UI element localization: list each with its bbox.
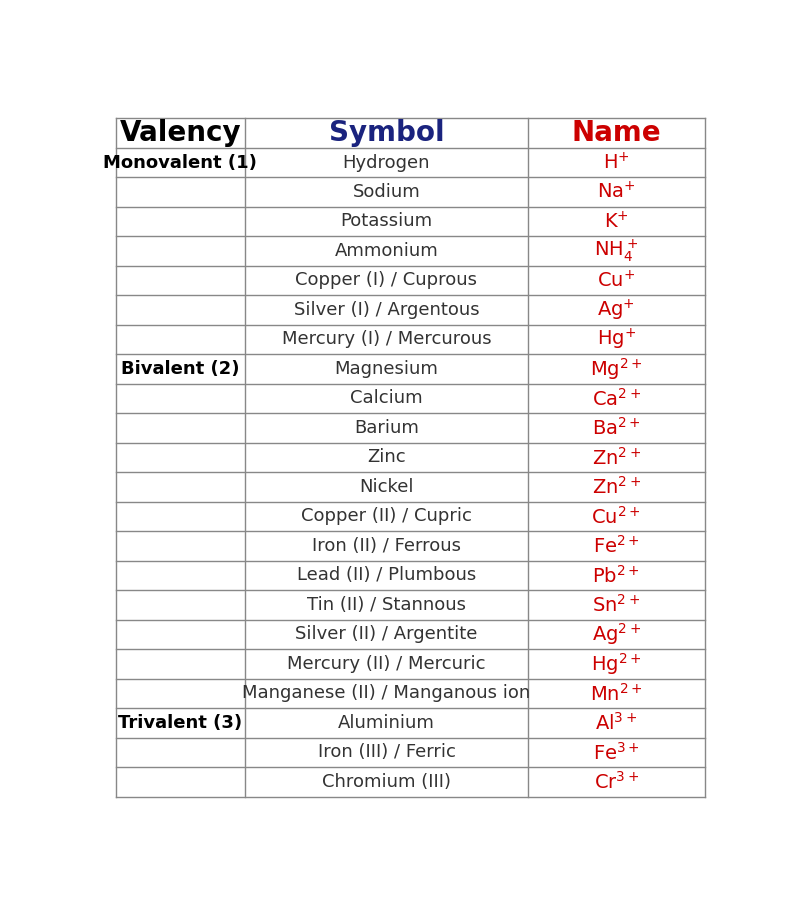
- Text: Iron (II) / Ferrous: Iron (II) / Ferrous: [312, 537, 461, 555]
- Text: Aluminium: Aluminium: [338, 714, 435, 732]
- Text: $\mathregular{Fe}^{\mathregular{3+}}$: $\mathregular{Fe}^{\mathregular{3+}}$: [593, 742, 639, 763]
- Text: Hydrogen: Hydrogen: [342, 154, 430, 172]
- Text: Mercury (II) / Mercuric: Mercury (II) / Mercuric: [287, 654, 486, 673]
- Text: $\mathregular{Na}^{\mathregular{+}}$: $\mathregular{Na}^{\mathregular{+}}$: [597, 182, 635, 202]
- Text: $\mathregular{Pb}^{\mathregular{2+}}$: $\mathregular{Pb}^{\mathregular{2+}}$: [592, 565, 640, 586]
- Text: Silver (I) / Argentous: Silver (I) / Argentous: [294, 301, 479, 319]
- Text: Iron (III) / Ferric: Iron (III) / Ferric: [318, 743, 455, 761]
- Text: Chromium (III): Chromium (III): [322, 773, 451, 791]
- Text: Calcium: Calcium: [350, 389, 422, 407]
- Text: $\mathregular{Zn}^{\mathregular{2+}}$: $\mathregular{Zn}^{\mathregular{2+}}$: [591, 476, 641, 498]
- Text: Sodium: Sodium: [353, 183, 420, 201]
- Text: $\mathregular{Ba}^{\mathregular{2+}}$: $\mathregular{Ba}^{\mathregular{2+}}$: [592, 417, 641, 439]
- Text: Barium: Barium: [354, 419, 419, 437]
- Text: $\mathregular{Sn}^{\mathregular{2+}}$: $\mathregular{Sn}^{\mathregular{2+}}$: [592, 594, 640, 616]
- Text: $\mathregular{Ag}^{\mathregular{+}}$: $\mathregular{Ag}^{\mathregular{+}}$: [597, 298, 635, 323]
- Text: Monovalent (1): Monovalent (1): [103, 154, 258, 172]
- Text: $\mathregular{Zn}^{\mathregular{2+}}$: $\mathregular{Zn}^{\mathregular{2+}}$: [591, 447, 641, 468]
- Text: Name: Name: [571, 119, 661, 147]
- Text: $\mathregular{Hg}^{\mathregular{+}}$: $\mathregular{Hg}^{\mathregular{+}}$: [597, 327, 636, 352]
- Text: Manganese (II) / Manganous ion: Manganese (II) / Manganous ion: [242, 684, 530, 702]
- Text: Valency: Valency: [119, 119, 241, 147]
- Text: Magnesium: Magnesium: [334, 360, 438, 378]
- Text: Bivalent (2): Bivalent (2): [121, 360, 239, 378]
- Text: Potassium: Potassium: [340, 212, 433, 230]
- Text: $\mathregular{Cr}^{\mathregular{3+}}$: $\mathregular{Cr}^{\mathregular{3+}}$: [594, 771, 638, 793]
- Text: $\mathregular{H}^{\mathregular{+}}$: $\mathregular{H}^{\mathregular{+}}$: [602, 152, 630, 174]
- Text: Tin (II) / Stannous: Tin (II) / Stannous: [307, 596, 466, 614]
- Text: $\mathregular{Mn}^{\mathregular{2+}}$: $\mathregular{Mn}^{\mathregular{2+}}$: [590, 682, 642, 704]
- Text: $\mathregular{Hg}^{\mathregular{2+}}$: $\mathregular{Hg}^{\mathregular{2+}}$: [591, 651, 642, 677]
- Text: Trivalent (3): Trivalent (3): [118, 714, 242, 732]
- Text: Mercury (I) / Mercurous: Mercury (I) / Mercurous: [282, 331, 491, 349]
- Text: $\mathregular{NH_4^+}$: $\mathregular{NH_4^+}$: [594, 237, 638, 264]
- Text: $\mathregular{Cu}^{\mathregular{+}}$: $\mathregular{Cu}^{\mathregular{+}}$: [597, 270, 635, 291]
- Text: $\mathregular{Mg}^{\mathregular{2+}}$: $\mathregular{Mg}^{\mathregular{2+}}$: [590, 356, 642, 382]
- Text: Ammonium: Ammonium: [334, 242, 438, 260]
- Text: Copper (I) / Cuprous: Copper (I) / Cuprous: [295, 271, 478, 289]
- Text: Nickel: Nickel: [359, 478, 414, 496]
- Text: Lead (II) / Plumbous: Lead (II) / Plumbous: [297, 566, 476, 584]
- Text: $\mathregular{K}^{\mathregular{+}}$: $\mathregular{K}^{\mathregular{+}}$: [604, 211, 629, 232]
- Text: $\mathregular{Ca}^{\mathregular{2+}}$: $\mathregular{Ca}^{\mathregular{2+}}$: [591, 387, 641, 409]
- Text: Silver (II) / Argentite: Silver (II) / Argentite: [295, 626, 478, 644]
- Text: Zinc: Zinc: [367, 449, 406, 467]
- Text: Copper (II) / Cupric: Copper (II) / Cupric: [301, 507, 472, 525]
- Text: $\mathregular{Cu}^{\mathregular{2+}}$: $\mathregular{Cu}^{\mathregular{2+}}$: [591, 505, 641, 528]
- Text: $\mathregular{Fe}^{\mathregular{2+}}$: $\mathregular{Fe}^{\mathregular{2+}}$: [593, 535, 639, 556]
- Text: $\mathregular{Al}^{\mathregular{3+}}$: $\mathregular{Al}^{\mathregular{3+}}$: [595, 712, 638, 734]
- Text: Symbol: Symbol: [329, 119, 444, 147]
- Text: $\mathregular{Ag}^{\mathregular{2+}}$: $\mathregular{Ag}^{\mathregular{2+}}$: [591, 621, 641, 647]
